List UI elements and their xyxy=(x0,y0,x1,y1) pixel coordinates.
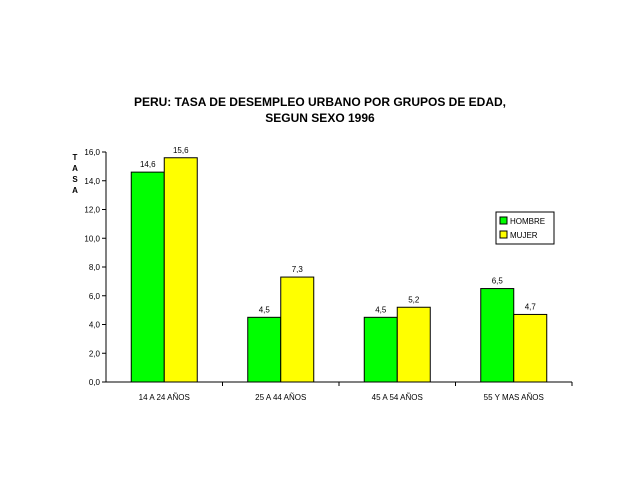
chart-title-line-1: PERU: TASA DE DESEMPLEO URBANO POR GRUPO… xyxy=(133,95,507,109)
y-tick-label: 0,0 xyxy=(89,378,101,387)
data-label: 4,5 xyxy=(259,305,271,314)
x-tick-label: 14 A 24 AÑOS xyxy=(139,393,190,402)
y-axis-label-letter: A xyxy=(72,164,78,173)
y-tick-label: 16,0 xyxy=(84,148,100,157)
y-axis-label-letter: S xyxy=(72,175,78,184)
y-tick-label: 8,0 xyxy=(89,263,101,272)
y-tick-label: 12,0 xyxy=(84,206,100,215)
data-label: 14,6 xyxy=(140,160,156,169)
legend-label: MUJER xyxy=(510,231,538,240)
bar-mujer xyxy=(396,306,431,383)
y-tick-label: 4,0 xyxy=(89,321,101,330)
data-label: 4,5 xyxy=(375,305,387,314)
chart-title-line-2: SEGUN SEXO 1996 xyxy=(265,111,375,125)
y-tick-label: 14,0 xyxy=(84,177,100,186)
x-tick-label: 45 A 54 AÑOS xyxy=(372,393,423,402)
y-tick-label: 6,0 xyxy=(89,292,101,301)
bar-hombre xyxy=(363,316,398,383)
y-tick-label: 2,0 xyxy=(89,349,101,358)
legend-swatch xyxy=(499,230,508,239)
data-label: 15,6 xyxy=(173,146,189,155)
x-tick-label: 55 Y MAS AÑOS xyxy=(484,393,544,402)
legend-swatch xyxy=(499,216,508,225)
legend-label: HOMBRE xyxy=(510,217,545,226)
bar-hombre xyxy=(247,316,282,383)
bar-mujer xyxy=(163,157,198,383)
x-tick-label: 25 A 44 AÑOS xyxy=(255,393,306,402)
data-label: 7,3 xyxy=(292,265,304,274)
bar-mujer xyxy=(280,276,315,383)
data-label: 6,5 xyxy=(492,277,504,286)
y-tick-label: 10,0 xyxy=(84,234,100,243)
bar-hombre xyxy=(130,171,165,383)
data-label: 5,2 xyxy=(408,295,420,304)
y-axis-label-letter: T xyxy=(72,153,78,162)
data-label: 4,7 xyxy=(525,302,537,311)
bar-hombre xyxy=(480,288,515,383)
bar-mujer xyxy=(513,313,548,383)
y-axis-label-letter: A xyxy=(72,186,78,195)
